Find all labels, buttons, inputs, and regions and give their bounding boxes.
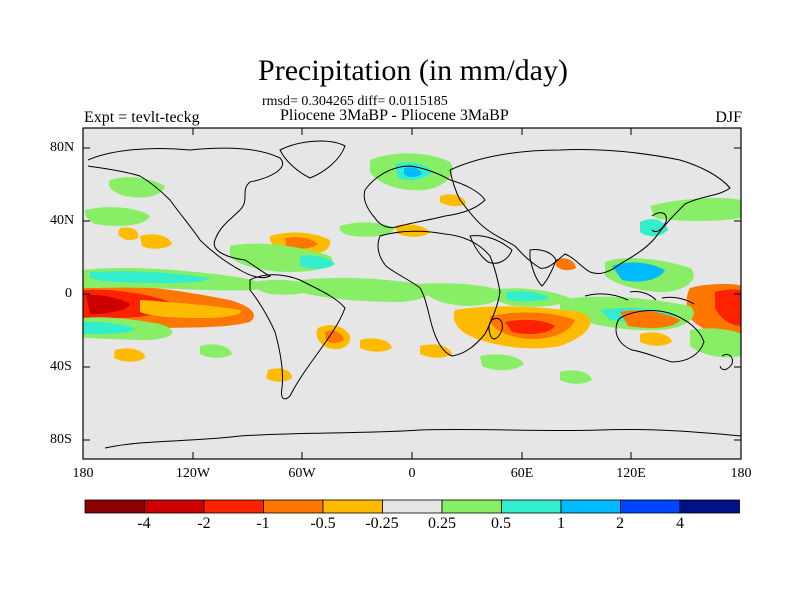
dry-east-pacific-mid — [140, 234, 172, 249]
colorbar-label: 0.5 — [491, 515, 511, 532]
dry-mid-atlantic — [395, 224, 430, 237]
wet-south-indian — [480, 354, 524, 371]
dry-core-dark — [86, 294, 130, 314]
lon-label-180e: 180 — [730, 466, 752, 481]
colorbar-swatch — [84, 499, 145, 514]
coast-indonesia — [584, 291, 695, 305]
lon-label-60w: 60W — [288, 466, 316, 481]
colorbar-swatch — [263, 499, 324, 514]
wet-japan — [640, 219, 668, 237]
lat-label-80n: 80N — [50, 140, 75, 155]
coast-arabia — [469, 235, 513, 264]
wet-deep-scandinavia — [404, 167, 422, 177]
dry-deep-indian-ocean — [505, 319, 555, 334]
colorbar-swatch — [501, 499, 562, 514]
colorbar-label: 1 — [557, 515, 565, 532]
coast-new-zealand — [719, 353, 733, 371]
coast-japan — [651, 212, 667, 233]
wet-core-east-africa — [505, 291, 550, 302]
coast-antarctica — [104, 428, 742, 449]
colorbar-label: -0.5 — [310, 515, 336, 532]
coast-australia — [615, 310, 705, 363]
colorbar-label: -4 — [137, 515, 151, 532]
anomaly-shading — [83, 153, 741, 384]
plot-title: Precipitation (in mm/day) — [258, 54, 568, 87]
wet-core-itcz — [90, 271, 210, 284]
wet-tropical-atlantic — [300, 277, 431, 302]
dry-core-north-atlantic — [285, 237, 318, 249]
colorbar-label: -0.25 — [365, 515, 399, 532]
lat-label-80s: 80S — [50, 432, 72, 447]
dry-south-pacific-east — [114, 348, 145, 362]
dry-south-america-south — [266, 368, 292, 382]
wet-amazon — [254, 279, 315, 295]
colorbar-label: 0.25 — [428, 515, 456, 532]
wet-core-philippines — [612, 262, 665, 282]
dry-core-brazil — [325, 330, 344, 343]
colorbar-swatch — [620, 499, 681, 514]
wet-north-pacific-2 — [84, 207, 150, 226]
wet-core-south-pacific — [83, 321, 135, 334]
wet-north-pacific — [108, 177, 165, 198]
coast-south-america — [249, 274, 346, 400]
wet-africa — [420, 283, 501, 306]
wet-core-north-atlantic — [300, 255, 335, 269]
colorbar-label: -2 — [197, 515, 211, 532]
lon-tick-marks — [82, 128, 742, 459]
lat-label-40s: 40S — [50, 359, 72, 374]
lon-label-0: 0 — [408, 466, 416, 481]
dry-pacific-subtropic — [118, 227, 139, 241]
colorbar-swatch — [382, 499, 443, 514]
colorbar-label: -1 — [256, 515, 270, 532]
coast-asia — [449, 148, 731, 275]
lon-label-60e: 60E — [510, 466, 534, 481]
colorbar — [84, 499, 740, 514]
coast-europe — [363, 165, 486, 229]
wet-south-pacific-south — [200, 344, 232, 358]
coast-greenland — [279, 140, 346, 179]
colorbar-swatch — [322, 499, 383, 514]
stats-label: rmsd= 0.304265 diff= 0.0115185 — [262, 94, 448, 109]
dry-europe — [440, 194, 466, 207]
coast-india — [529, 249, 557, 287]
colorbar-label: 2 — [616, 515, 624, 532]
season-label: DJF — [715, 109, 742, 126]
dry-southeast-asia — [555, 258, 576, 271]
colorbar-swatch — [679, 499, 740, 514]
lat-label-0: 0 — [65, 286, 72, 301]
coast-africa — [377, 230, 501, 357]
wet-north-pacific-west — [650, 198, 741, 221]
colorbar-swatch — [144, 499, 205, 514]
lat-tick-marks — [83, 147, 741, 441]
colorbar-label: 4 — [676, 515, 684, 532]
colorbar-swatch — [560, 499, 621, 514]
lat-label-40n: 40N — [50, 213, 75, 228]
coast-madagascar — [488, 317, 503, 340]
dry-south-atlantic — [360, 338, 392, 352]
dry-australia — [640, 332, 672, 346]
experiment-label: Expt = tevlt-teckg — [84, 109, 200, 126]
dry-belt-pacific — [140, 300, 241, 318]
lon-label-120e: 120E — [616, 466, 646, 481]
comparison-label: Pliocene 3MaBP - Pliocene 3MaBP — [280, 107, 509, 124]
coastlines — [87, 140, 742, 449]
wet-mid-atlantic — [339, 222, 395, 237]
dry-core-west-pacific — [715, 289, 741, 326]
colorbar-swatch — [441, 499, 502, 514]
dry-australia-north — [620, 310, 680, 328]
lon-label-120w: 120W — [175, 466, 211, 481]
coast-north-america — [87, 147, 283, 279]
wet-southern-ocean — [560, 370, 592, 384]
lon-label-180w: 180 — [72, 466, 94, 481]
wet-australia-east — [690, 328, 741, 358]
dry-south-indian — [420, 344, 452, 358]
colorbar-swatch — [203, 499, 264, 514]
